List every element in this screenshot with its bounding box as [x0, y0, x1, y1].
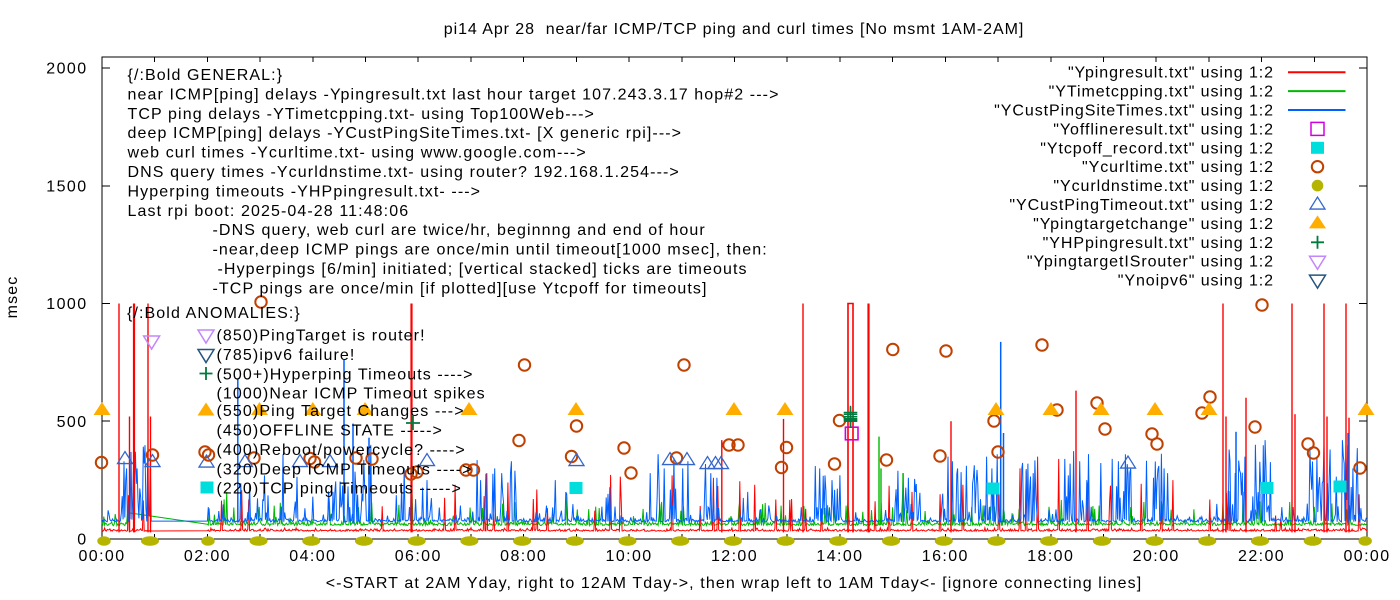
- svg-text:web curl times -Ycurltime.txt-: web curl times -Ycurltime.txt- using www…: [127, 145, 587, 162]
- svg-text:"Ypingresult.txt" using 1:2: "Ypingresult.txt" using 1:2: [1068, 65, 1274, 82]
- svg-text:Last rpi boot: 2025-04-28 11:4: Last rpi boot: 2025-04-28 11:48:06: [128, 203, 410, 220]
- svg-text:06:00: 06:00: [395, 548, 442, 565]
- svg-text:08:00: 08:00: [500, 548, 547, 565]
- svg-text:00:00: 00:00: [1343, 548, 1390, 565]
- svg-text:00:00: 00:00: [78, 548, 125, 565]
- svg-text:"Ycurltime.txt" using 1:2: "Ycurltime.txt" using 1:2: [1082, 159, 1274, 176]
- svg-text:(400)Reboot/powercycle? ---->: (400)Reboot/powercycle? ---->: [217, 442, 466, 459]
- svg-text:(220)TCP ping Timeouts ----->: (220)TCP ping Timeouts ----->: [217, 481, 462, 498]
- svg-text:1500: 1500: [46, 178, 87, 195]
- svg-text:{/:Bold ANOMALIES:}: {/:Bold ANOMALIES:}: [127, 305, 301, 322]
- svg-text:"YTimetcpping.txt" using 1:2: "YTimetcpping.txt" using 1:2: [1049, 84, 1274, 101]
- svg-text:(500+)Hyperping Timeouts ---->: (500+)Hyperping Timeouts ---->: [217, 367, 474, 384]
- svg-text:(1000)Near ICMP Timeout spikes: (1000)Near ICMP Timeout spikes: [217, 386, 486, 403]
- svg-text:deep ICMP[ping] delays -YCustP: deep ICMP[ping] delays -YCustPingSiteTim…: [128, 125, 683, 142]
- svg-text:"Ynoipv6" using 1:2: "Ynoipv6" using 1:2: [1118, 273, 1274, 290]
- svg-text:DNS query times -Ycurldnstime.: DNS query times -Ycurldnstime.txt- using…: [128, 164, 680, 181]
- svg-text:1000: 1000: [46, 296, 87, 313]
- svg-text:msec: msec: [4, 276, 21, 319]
- svg-text:-DNS query, web curl are twice: -DNS query, web curl are twice/hr, begin…: [213, 222, 706, 239]
- svg-text:04:00: 04:00: [289, 548, 336, 565]
- svg-text:20:00: 20:00: [1133, 548, 1180, 565]
- svg-text:10:00: 10:00: [606, 548, 653, 565]
- svg-text:{/:Bold GENERAL:}: {/:Bold GENERAL:}: [128, 67, 284, 84]
- svg-text:"YHPpingresult.txt" using 1:2: "YHPpingresult.txt" using 1:2: [1043, 235, 1274, 252]
- svg-text:14:00: 14:00: [816, 548, 863, 565]
- svg-text:(785)ipv6 failure!: (785)ipv6 failure!: [217, 347, 356, 364]
- svg-text:12:00: 12:00: [711, 548, 758, 565]
- svg-text:"YCustPingSiteTimes.txt" using: "YCustPingSiteTimes.txt" using 1:2: [994, 103, 1274, 120]
- svg-text:"YCustPingTimeout.txt" using 1: "YCustPingTimeout.txt" using 1:2: [1009, 197, 1274, 214]
- svg-text:02:00: 02:00: [184, 548, 231, 565]
- svg-text:2000: 2000: [46, 61, 87, 78]
- svg-text:TCP ping delays -YTimetcpping.: TCP ping delays -YTimetcpping.txt- using…: [128, 106, 595, 123]
- svg-text:(450)OFFLINE STATE ----->: (450)OFFLINE STATE ----->: [217, 423, 443, 440]
- svg-text:near ICMP[ping] delays -Ypingr: near ICMP[ping] delays -Ypingresult.txt …: [128, 86, 780, 103]
- svg-text:pi14 Apr 28 near/far ICMP/TCP: pi14 Apr 28 near/far ICMP/TCP ping and c…: [444, 21, 1024, 38]
- svg-text:"YpingtargetISrouter" using 1:: "YpingtargetISrouter" using 1:2: [1027, 254, 1274, 271]
- svg-text:-Hyperpings [6/min] initiated;: -Hyperpings [6/min] initiated; [vertical…: [218, 261, 748, 278]
- svg-text:-TCP pings are once/min [if pl: -TCP pings are once/min [if plotted][use…: [213, 280, 708, 297]
- svg-text:-near,deep ICMP pings are once: -near,deep ICMP pings are once/min until…: [213, 242, 768, 259]
- svg-text:500: 500: [57, 414, 88, 431]
- svg-text:(550)Ping Target Changes --->: (550)Ping Target Changes --->: [217, 403, 465, 420]
- svg-text:18:00: 18:00: [1027, 548, 1074, 565]
- svg-text:"Yofflineresult.txt" using 1:2: "Yofflineresult.txt" using 1:2: [1053, 121, 1274, 138]
- svg-text:0: 0: [77, 532, 87, 549]
- svg-text:22:00: 22:00: [1238, 548, 1285, 565]
- svg-text:(850)PingTarget is router!: (850)PingTarget is router!: [217, 328, 426, 345]
- svg-text:"Ycurldnstime.txt" using 1:2: "Ycurldnstime.txt" using 1:2: [1053, 178, 1274, 195]
- svg-text:"Ytcpoff_record.txt" using 1:2: "Ytcpoff_record.txt" using 1:2: [1040, 140, 1274, 157]
- svg-text:Hyperping timeouts -YHPpingres: Hyperping timeouts -YHPpingresult.txt- -…: [128, 183, 482, 200]
- svg-text:(320)Deep ICMP Timeouts ---->: (320)Deep ICMP Timeouts ---->: [217, 462, 473, 479]
- svg-text:"Ypingtargetchange" using 1:2: "Ypingtargetchange" using 1:2: [1033, 216, 1274, 233]
- svg-text:16:00: 16:00: [922, 548, 969, 565]
- svg-text:<-START at 2AM Yday, right to: <-START at 2AM Yday, right to 12AM Tday-…: [326, 575, 1143, 592]
